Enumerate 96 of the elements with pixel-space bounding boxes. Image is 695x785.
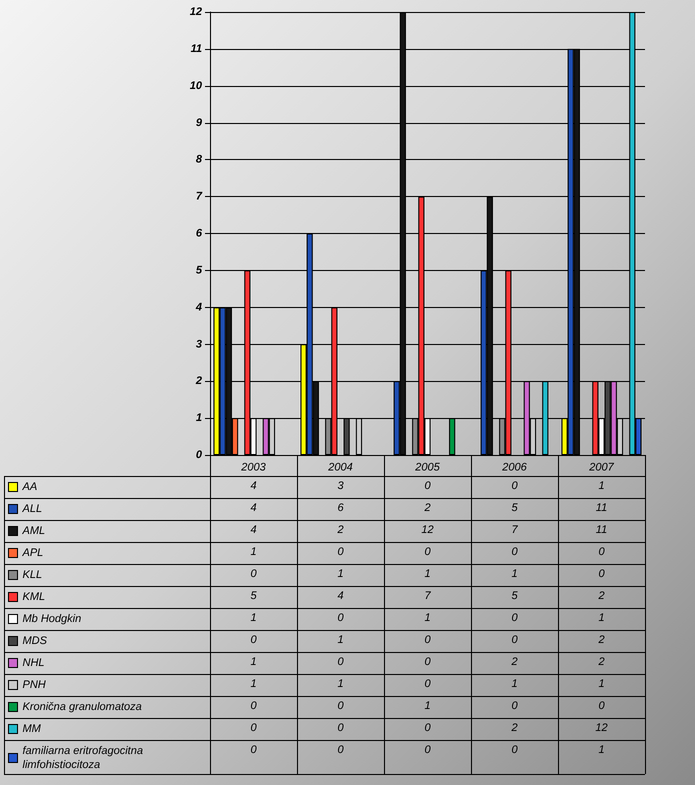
data-label: 5 [510, 502, 519, 514]
data-label: 0 [249, 744, 258, 756]
y-tick-label: 10 [190, 80, 203, 92]
data-label: 1 [597, 480, 606, 492]
data-label: 0 [510, 480, 519, 492]
y-tick-label: 6 [196, 228, 203, 240]
data-label: 12 [420, 524, 435, 536]
data-label: 0 [423, 722, 432, 734]
data-label: 0 [249, 568, 258, 580]
x-tick-label: 2004 [327, 462, 353, 474]
data-label: 1 [336, 678, 345, 690]
x-tick-label: 2007 [588, 462, 615, 474]
data-label: 0 [336, 656, 345, 668]
data-label: 5 [249, 590, 258, 602]
data-label: 0 [336, 722, 345, 734]
data-label: 2 [597, 656, 606, 668]
legend-label: KLL [22, 569, 42, 581]
y-tick-label: 0 [196, 449, 203, 461]
data-label: 11 [594, 524, 608, 536]
legend-label: Kronična granulomatoza [22, 701, 142, 713]
data-label: 2 [336, 524, 345, 536]
data-label: 0 [249, 700, 258, 712]
x-tick-label: 2005 [414, 462, 441, 474]
y-tick-label: 2 [194, 375, 202, 388]
data-label: 4 [249, 502, 258, 514]
legend-label: MDS [22, 635, 48, 647]
data-label: 0 [336, 612, 345, 624]
data-label: 0 [249, 634, 258, 646]
y-tick-label: 7 [196, 190, 203, 203]
data-label: 0 [249, 722, 258, 734]
data-label: 0 [423, 656, 432, 668]
y-tick-label: 5 [196, 264, 203, 276]
data-label: 4 [336, 590, 345, 602]
data-label: 4 [249, 524, 258, 536]
data-label: 7 [423, 590, 432, 602]
data-label: 0 [597, 546, 606, 558]
data-label: 2 [597, 590, 606, 602]
legend-label: PNH [22, 679, 46, 691]
data-label: 12 [594, 722, 609, 734]
data-label: 0 [423, 634, 432, 646]
data-label: 1 [423, 612, 432, 624]
data-label: 3 [336, 480, 345, 492]
x-tick-label: 2003 [240, 462, 267, 474]
x-tick-label: 2006 [501, 462, 528, 474]
legend-label: familiarna eritrofagocitna limfohistiocitoza [22, 745, 146, 771]
y-tick-label: 8 [196, 154, 203, 166]
data-label: 0 [423, 480, 432, 492]
legend-label: NHL [22, 657, 45, 669]
y-tick-label: 9 [196, 116, 203, 129]
data-label: 0 [510, 700, 519, 712]
data-label: 0 [423, 678, 432, 690]
data-label: 1 [249, 546, 258, 558]
legend-label: ALL [22, 503, 42, 515]
data-label: 2 [510, 722, 519, 734]
legend-label: KML [22, 591, 46, 603]
data-label: 0 [510, 744, 519, 756]
data-label: 0 [423, 744, 432, 756]
y-tick-label: 11 [190, 42, 202, 55]
data-label: 0 [336, 700, 345, 712]
legend-label: AA [22, 481, 38, 493]
data-label: 1 [597, 678, 606, 690]
data-label: 1 [423, 700, 432, 712]
data-label: 7 [510, 524, 519, 536]
legend-label: Mb Hodgkin [22, 613, 82, 625]
data-label: 5 [510, 590, 519, 602]
data-label: 1 [597, 612, 606, 624]
data-label: 2 [510, 656, 519, 668]
data-label: 11 [594, 502, 608, 514]
data-label: 0 [510, 612, 519, 624]
data-label: 6 [336, 502, 345, 514]
data-label: 0 [510, 546, 519, 558]
data-label: 0 [510, 634, 519, 646]
data-label: 1 [336, 568, 345, 580]
legend-label: AML [22, 525, 46, 537]
data-label: 0 [597, 568, 606, 580]
data-label: 1 [249, 656, 258, 668]
data-label: 0 [423, 546, 432, 558]
y-tick-label: 4 [194, 301, 202, 314]
data-label: 1 [597, 744, 606, 756]
data-label: 0 [336, 744, 345, 756]
data-label: 1 [249, 678, 258, 690]
data-label: 1 [510, 678, 519, 690]
data-label: 2 [597, 634, 606, 646]
y-tick-label: 1 [196, 412, 202, 424]
data-label: 0 [597, 700, 606, 712]
legend-label: MM [22, 723, 42, 735]
data-label: 1 [510, 568, 519, 580]
data-label: 4 [249, 480, 258, 492]
y-tick-label: 12 [190, 6, 202, 18]
data-label: 1 [336, 634, 345, 646]
legend-label: APL [22, 547, 44, 559]
data-label: 2 [423, 502, 432, 514]
data-label: 1 [423, 568, 432, 580]
data-label: 1 [249, 612, 258, 624]
y-tick-label: 3 [196, 338, 202, 350]
data-label: 0 [336, 546, 345, 558]
